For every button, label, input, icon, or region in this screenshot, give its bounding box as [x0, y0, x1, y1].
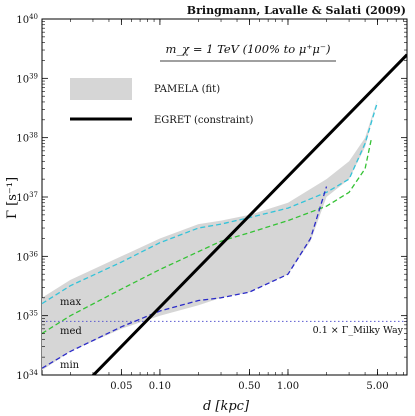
chart-title: m_χ = 1 TeV (100% to μ⁺μ⁻): [166, 42, 331, 56]
series-label-med: med: [60, 326, 82, 337]
y-tick-label: 1040: [16, 13, 38, 26]
series-line-med: [42, 137, 373, 335]
y-tick-label: 1036: [16, 250, 38, 263]
x-tick-label: 0.05: [110, 381, 132, 392]
y-tick-label: 1034: [16, 369, 38, 382]
x-tick-label: 0.50: [238, 381, 260, 392]
x-tick-label: 1.00: [277, 381, 299, 392]
pamela-band: [42, 98, 378, 371]
attribution: Bringmann, Lavalle & Salati (2009): [187, 4, 406, 17]
y-tick-label: 1038: [16, 132, 38, 145]
y-tick-label: 1037: [16, 191, 38, 204]
x-tick-label: 0.10: [149, 381, 171, 392]
series-layer: [42, 53, 407, 375]
x-axis-label: d [kpc]: [203, 399, 250, 414]
pamela-band-layer: [42, 98, 378, 371]
x-tick-label: 5.00: [366, 381, 388, 392]
legend-band-swatch: [70, 78, 132, 100]
axis-ticks: 1034 1035 1036 1037 1038 1039 1040 0.05 0.10 0.50…: [16, 13, 407, 392]
series-line-egret-constraint: [91, 53, 407, 375]
legend-band-label: PAMELA (fit): [154, 84, 220, 95]
reference-line-label: 0.1 × Γ_Milky Way: [313, 325, 404, 336]
series-line-max: [42, 101, 379, 305]
series-label-max: max: [60, 297, 81, 308]
series-label-min: min: [60, 360, 80, 371]
y-axis-label: Γ [s⁻¹]: [5, 177, 20, 219]
y-tick-label: 1039: [16, 72, 38, 85]
legend-egret-label: EGRET (constraint): [154, 115, 253, 126]
y-tick-label: 1035: [16, 310, 38, 323]
